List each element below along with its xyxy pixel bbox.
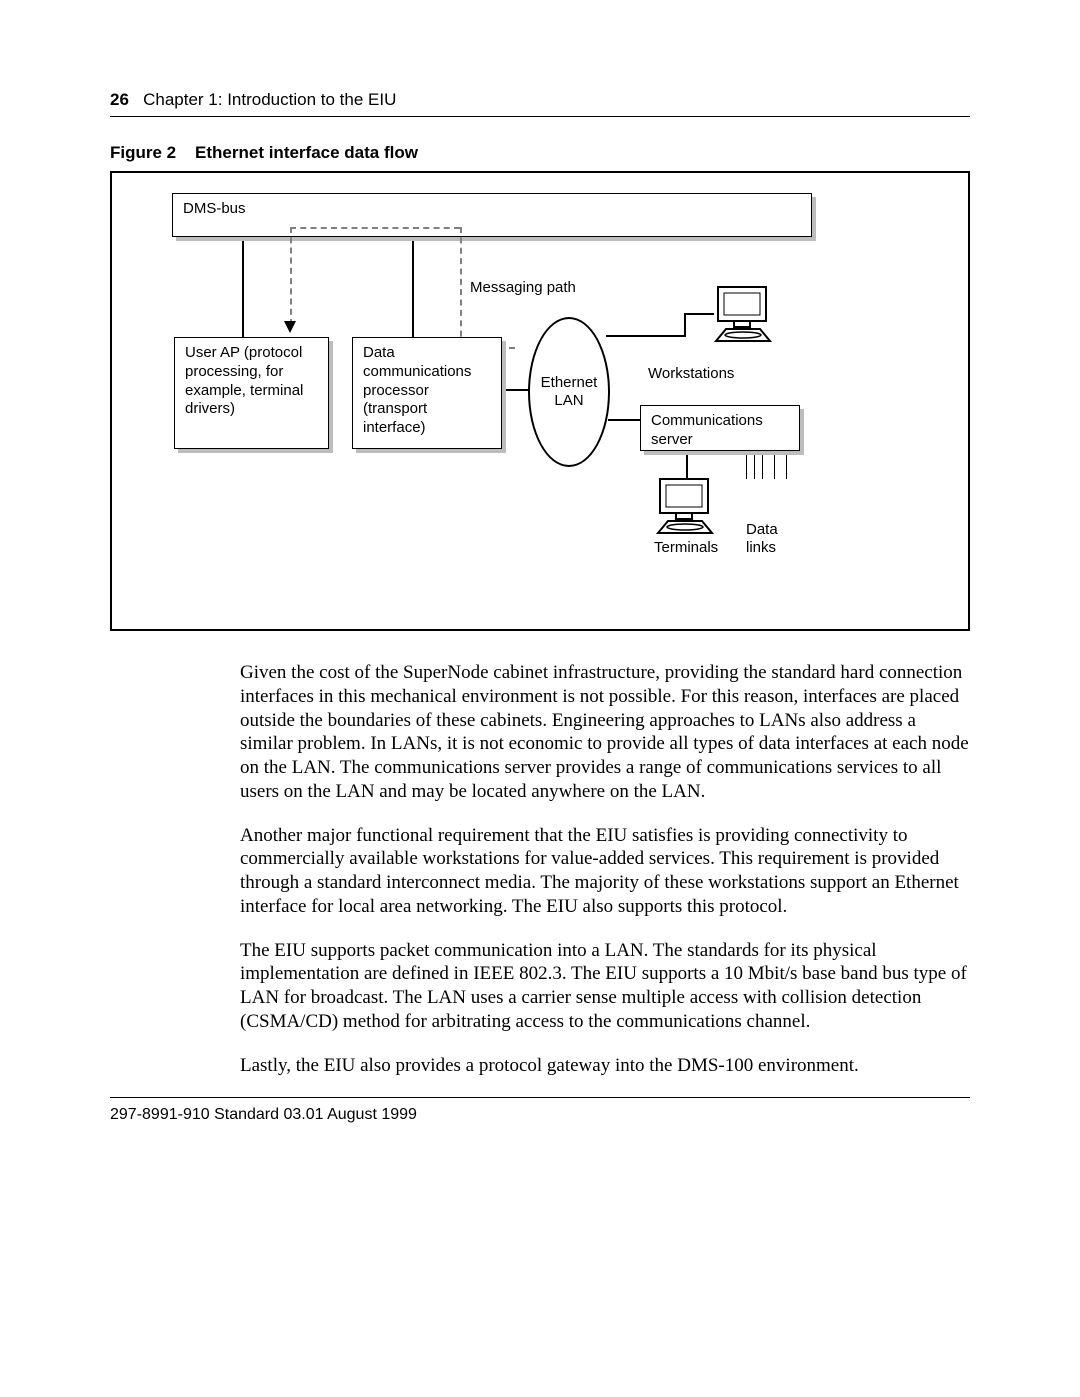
figure-frame: DMS-bus Messaging path User AP (protocol… [110,171,970,631]
connector-lan-ws-v [684,313,686,335]
connector-commserver-terminal [686,455,688,479]
figure-caption: Figure 2 Ethernet interface data flow [110,143,970,163]
dashed-seg-1 [290,227,292,325]
connector-dms-datacomm [412,241,414,337]
body-text: Given the cost of the SuperNode cabinet … [240,661,970,1077]
connector-lan-ws-h [606,335,686,337]
connector-lan-commserver [608,419,640,421]
dms-bus-box: DMS-bus [172,193,812,237]
dms-bus-label: DMS-bus [183,200,246,217]
terminals-label: Terminals [654,539,718,557]
ethernet-lan-ellipse: Ethernet LAN [528,317,610,467]
data-comm-box: Data communications processor (transport… [352,337,502,449]
footer-text: 297-8991-910 Standard 03.01 August 1999 [110,1106,417,1123]
figure-label: Figure 2 [110,143,176,162]
paragraph-3: The EIU supports packet communication in… [240,939,970,1034]
connector-dms-userap [242,241,244,337]
terminal-icon [654,477,716,535]
comms-server-box: Communications server [640,405,800,451]
paragraph-1: Given the cost of the SuperNode cabinet … [240,661,970,804]
messaging-path-arrow-icon [284,321,296,333]
page-header: 26 Chapter 1: Introduction to the EIU [110,90,970,117]
connector-lan-ws-h2 [684,313,714,315]
dashed-seg-3 [460,227,462,347]
workstations-label: Workstations [648,365,734,383]
figure-title: Ethernet interface data flow [195,143,418,162]
user-ap-box: User AP (protocol processing, for exampl… [174,337,329,449]
datalinks-label: Data links [746,521,796,557]
user-ap-text: User AP (protocol processing, for exampl… [185,344,303,417]
paragraph-4: Lastly, the EIU also provides a protocol… [240,1054,970,1078]
dashed-seg-2 [290,227,460,229]
page-number: 26 [110,90,129,109]
chapter-title: Chapter 1: Introduction to the EIU [143,90,396,109]
page-footer: 297-8991-910 Standard 03.01 August 1999 [110,1097,970,1124]
ethernet-lan-text: Ethernet LAN [530,374,608,410]
comms-server-text: Communications server [651,412,763,448]
connector-datacomm-lan [506,389,530,391]
data-comm-text: Data communications processor (transport… [363,344,471,436]
messaging-path-label: Messaging path [470,279,576,297]
workstation-icon [712,285,774,343]
data-links-icon [746,455,796,479]
paragraph-2: Another major functional requirement tha… [240,824,970,919]
